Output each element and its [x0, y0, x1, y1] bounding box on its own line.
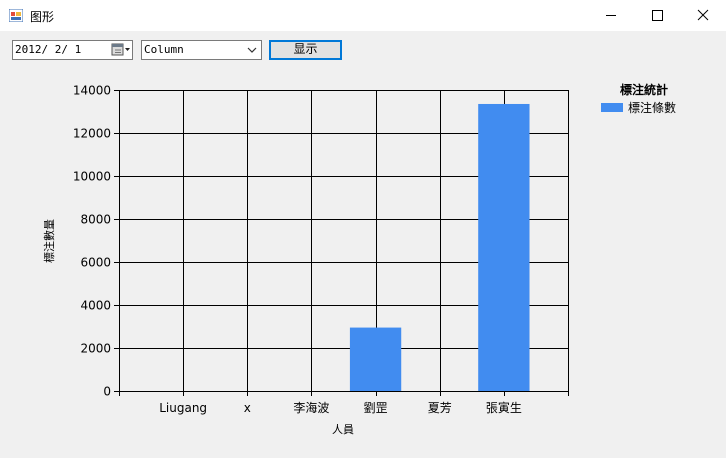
x-tick-label: Liugang — [159, 401, 207, 415]
x-tick-label: 夏芳 — [428, 401, 452, 415]
y-tick-label: 4000 — [80, 299, 111, 313]
app-icon — [9, 9, 23, 22]
chart-bars — [349, 103, 530, 391]
show-button[interactable]: 显示 — [269, 40, 342, 60]
x-axis-label: 人員 — [332, 423, 354, 436]
minimize-button[interactable] — [588, 0, 634, 31]
title-bar: 图形 — [0, 0, 726, 31]
y-tick-label: 14000 — [73, 84, 111, 98]
x-tick-label: 劉罡 — [364, 400, 388, 415]
maximize-button[interactable] — [634, 0, 680, 31]
date-picker[interactable]: 2012/ 2/ 1 — [12, 40, 133, 60]
y-axis-label: 標注數量 — [42, 219, 56, 263]
chart-type-value: Column — [144, 43, 184, 56]
minimize-icon — [606, 15, 616, 16]
calendar-dropdown-icon[interactable] — [111, 42, 131, 58]
legend-series-label: 標注條數 — [628, 100, 676, 115]
maximize-icon — [652, 10, 663, 21]
y-tick-label: 2000 — [80, 342, 111, 356]
chart-axes: 0 2000 4000 6000 8000 10000 12000 14000 Liugang x… — [73, 84, 569, 415]
close-button[interactable] — [680, 0, 726, 31]
chart-type-select[interactable]: Column — [141, 40, 262, 60]
x-tick-label: 李海波 — [293, 400, 329, 415]
y-tick-label: 6000 — [80, 256, 111, 270]
x-tick-label: x — [244, 401, 251, 415]
date-value: 2012/ 2/ 1 — [15, 43, 82, 56]
y-tick-label: 0 — [103, 385, 111, 399]
y-tick-label: 10000 — [73, 170, 111, 184]
legend-swatch — [601, 103, 623, 112]
bar — [478, 103, 530, 391]
bar — [349, 327, 402, 391]
x-tick-label: 張寅生 — [486, 400, 522, 415]
legend-title: 標注統計 — [620, 82, 668, 97]
chevron-down-icon — [247, 47, 257, 53]
y-tick-label: 12000 — [73, 127, 111, 141]
window-title: 图形 — [30, 10, 55, 24]
y-tick-label: 8000 — [80, 213, 111, 227]
close-icon — [697, 9, 709, 21]
